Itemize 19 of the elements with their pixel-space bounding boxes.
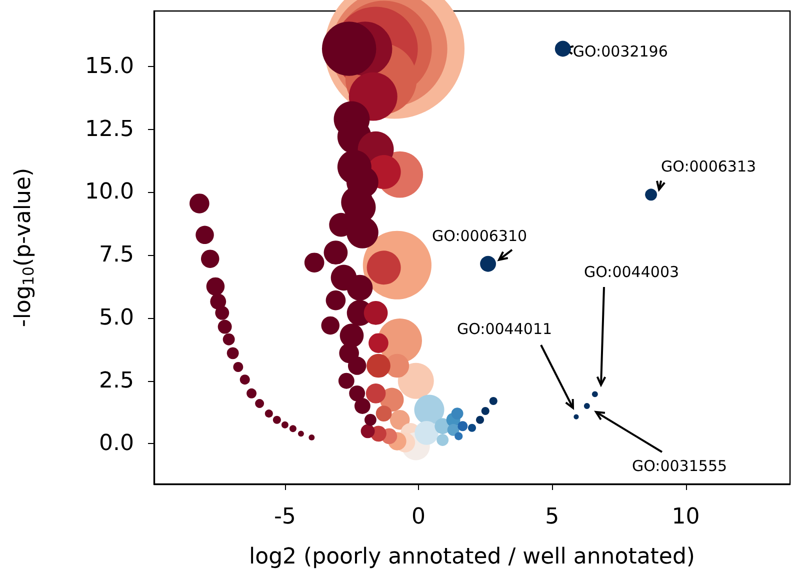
annotation: GO:0044003 xyxy=(584,263,680,281)
y-tick-label: 12.5 xyxy=(85,116,134,142)
annotation: GO:0032196 xyxy=(572,42,668,61)
x-tick-label: 0 xyxy=(412,504,426,530)
annotation: GO:0031555 xyxy=(632,457,728,475)
y-tick-label: 10.0 xyxy=(85,180,134,205)
annotation: GO:0006310 xyxy=(432,226,528,245)
y-tick-label: 15.0 xyxy=(85,54,134,79)
y-tick-label: 0.0 xyxy=(99,431,134,456)
x-tick-label: 5 xyxy=(545,504,560,530)
annotation: GO:0044011 xyxy=(457,320,552,338)
y-axis-title: -log10(p-value) xyxy=(11,168,38,328)
x-tick-label: -5 xyxy=(274,504,296,530)
annotation: GO:0006313 xyxy=(661,158,756,176)
y-tick-label: 5.0 xyxy=(99,305,134,330)
x-axis-title: log2 (poorly annotated / well annotated) xyxy=(248,544,696,570)
y-tick-label: 7.5 xyxy=(99,242,134,268)
x-tick-label: 10 xyxy=(672,504,700,530)
y-tick-label: 2.5 xyxy=(99,368,134,394)
